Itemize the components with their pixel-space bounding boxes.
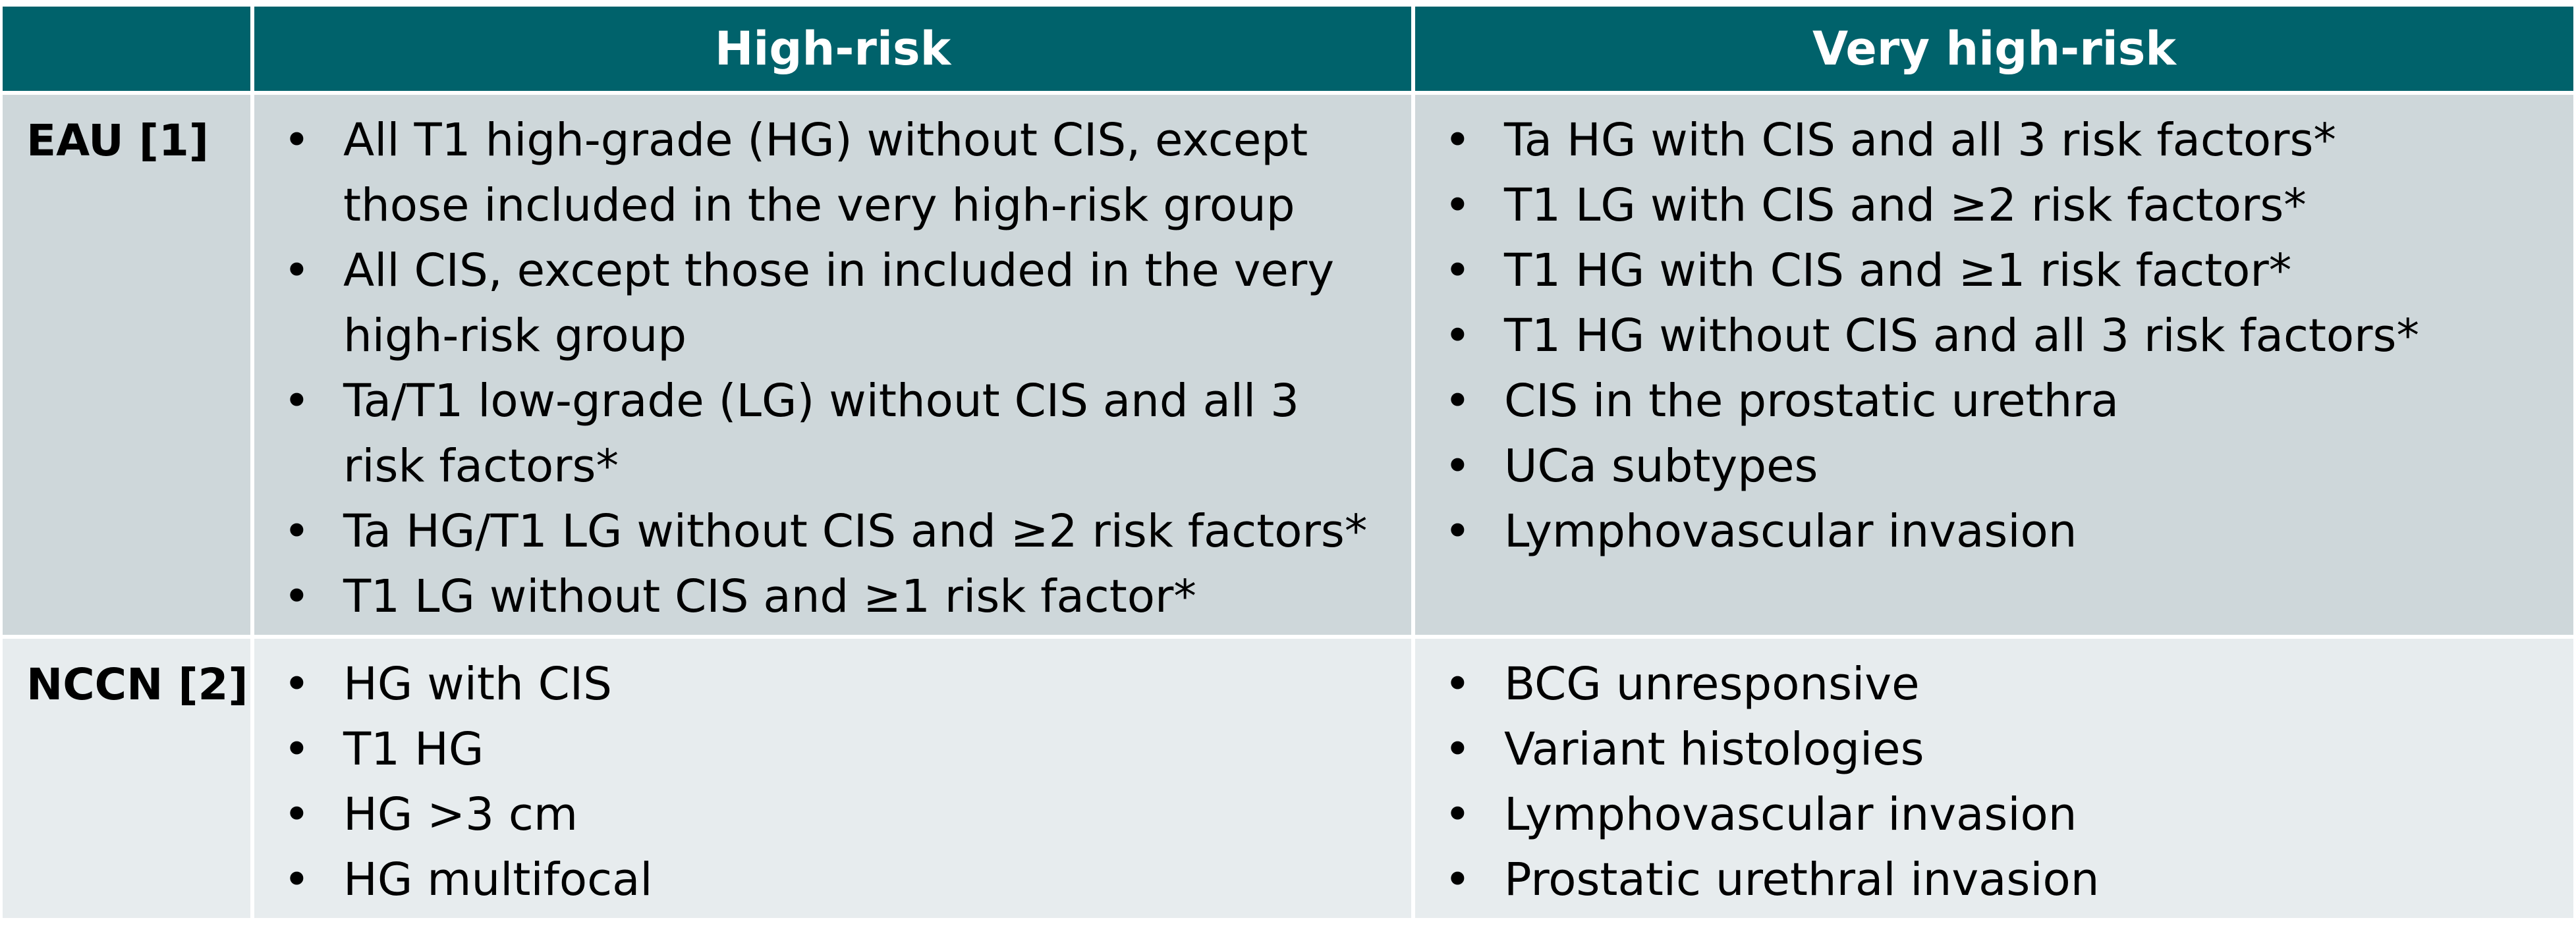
- list-item: • BCG unresponsive: [1444, 658, 1920, 711]
- eau-very-high-risk-list: • Ta HG with CIS and all 3 risk factors* …: [1415, 108, 2573, 564]
- list-item: • Variant histologies: [1444, 723, 1924, 776]
- list-item: • HG >3 cm: [283, 788, 578, 841]
- header-corner-cell: [3, 7, 250, 91]
- list-item: • All CIS, except those in included in th…: [283, 244, 1335, 362]
- nccn-high-risk-list: • HG with CIS • T1 HG • HG >3 cm • HG multif…: [254, 652, 1411, 913]
- header-high-risk: High-risk: [254, 7, 1411, 91]
- list-item: • UCa subtypes: [1444, 440, 1818, 493]
- list-item: • HG with CIS: [283, 658, 612, 711]
- row-eau-very-high-risk-cell: • Ta HG with CIS and all 3 risk factors* …: [1415, 95, 2573, 635]
- row-nccn-very-high-risk-cell: • BCG unresponsive • Variant histologies •…: [1415, 639, 2573, 918]
- list-item: • Lymphovascular invasion: [1444, 788, 2077, 841]
- header-very-high-risk-label: Very high-risk: [1812, 22, 2176, 76]
- list-item: • T1 LG without CIS and ≥1 risk factor*: [283, 570, 1196, 623]
- row-nccn-high-risk-cell: • HG with CIS • T1 HG • HG >3 cm • HG multif…: [254, 639, 1411, 918]
- list-item: • T1 LG with CIS and ≥2 risk factors*: [1444, 179, 2307, 232]
- list-item: • Ta/T1 low-grade (LG) without CIS and al…: [283, 375, 1300, 493]
- row-eau-high-risk-cell: • All T1 high-grade (HG) without CIS, exc…: [254, 95, 1411, 635]
- row-eau-label-cell: EAU [1]: [3, 95, 250, 635]
- list-item: • HG multifocal: [283, 853, 653, 906]
- list-item: • All T1 high-grade (HG) without CIS, exc…: [283, 114, 1308, 232]
- eau-high-risk-list: • All T1 high-grade (HG) without CIS, exc…: [254, 108, 1411, 630]
- header-very-high-risk: Very high-risk: [1415, 7, 2573, 91]
- header-high-risk-label: High-risk: [714, 22, 951, 76]
- row-nccn-label: NCCN [2]: [26, 659, 248, 710]
- list-item: • Prostatic urethral invasion: [1444, 853, 2100, 906]
- nccn-very-high-risk-list: • BCG unresponsive • Variant histologies •…: [1415, 652, 2573, 913]
- row-nccn-label-cell: NCCN [2]: [3, 639, 250, 918]
- row-eau-label: EAU [1]: [26, 115, 209, 166]
- list-item: • Lymphovascular invasion: [1444, 505, 2077, 558]
- list-item: • Ta HG/T1 LG without CIS and ≥2 risk fac…: [283, 505, 1368, 558]
- list-item: • CIS in the prostatic urethra: [1444, 375, 2119, 427]
- list-item: • T1 HG: [283, 723, 484, 776]
- list-item: • T1 HG without CIS and all 3 risk factor…: [1444, 310, 2419, 362]
- list-item: • T1 HG with CIS and ≥1 risk factor*: [1444, 244, 2292, 297]
- list-item: • Ta HG with CIS and all 3 risk factors*: [1444, 114, 2336, 167]
